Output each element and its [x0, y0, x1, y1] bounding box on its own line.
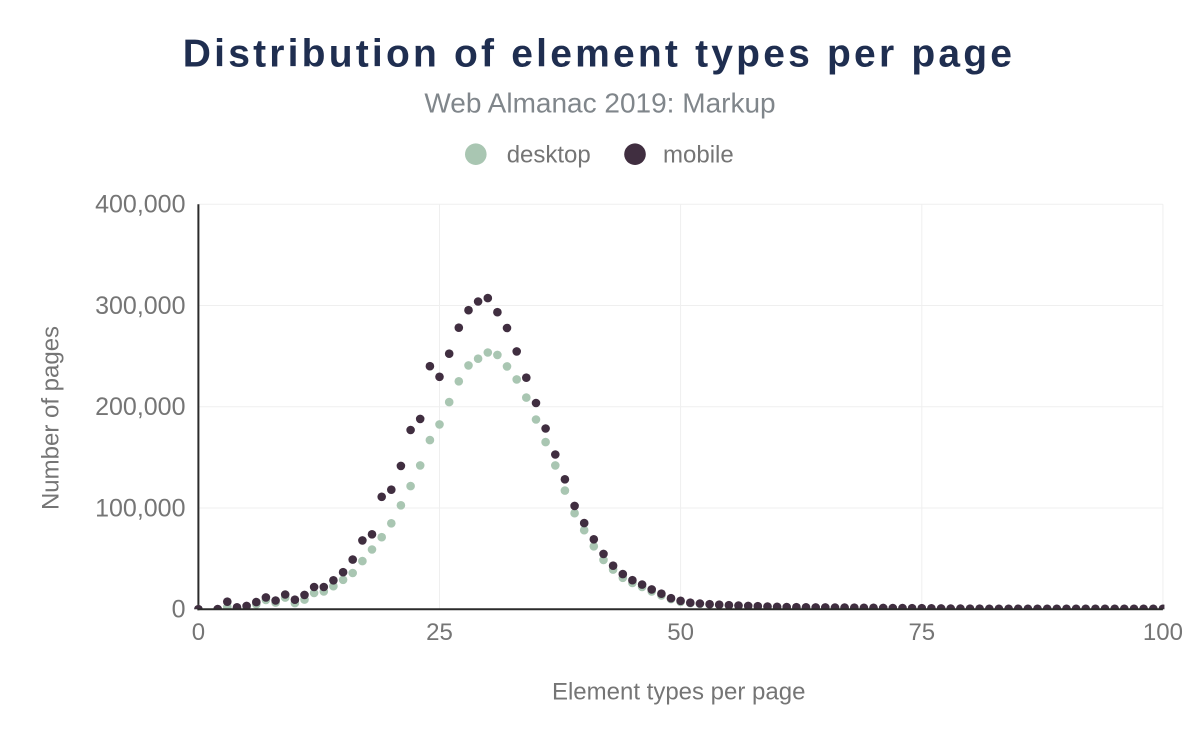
svg-text:Element types per page: Element types per page — [552, 679, 806, 706]
svg-text:Number of pages: Number of pages — [38, 326, 65, 510]
svg-text:mobile: mobile — [663, 142, 734, 169]
svg-text:Distribution of element types: Distribution of element types per page — [183, 32, 1015, 75]
svg-text:50: 50 — [667, 619, 694, 646]
svg-text:200,000: 200,000 — [95, 393, 185, 421]
svg-text:100: 100 — [1143, 619, 1183, 646]
svg-text:desktop: desktop — [507, 142, 591, 169]
svg-text:0: 0 — [172, 596, 186, 624]
svg-text:75: 75 — [908, 619, 935, 646]
svg-text:300,000: 300,000 — [95, 292, 185, 320]
svg-text:100,000: 100,000 — [95, 495, 185, 523]
svg-text:25: 25 — [426, 619, 453, 646]
svg-text:0: 0 — [192, 619, 205, 646]
svg-text:400,000: 400,000 — [95, 191, 185, 219]
svg-text:Web Almanac 2019: Markup: Web Almanac 2019: Markup — [424, 88, 775, 119]
